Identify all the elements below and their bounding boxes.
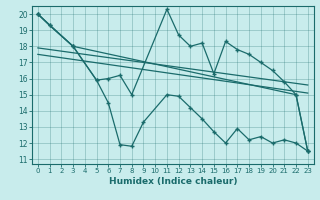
X-axis label: Humidex (Indice chaleur): Humidex (Indice chaleur): [108, 177, 237, 186]
